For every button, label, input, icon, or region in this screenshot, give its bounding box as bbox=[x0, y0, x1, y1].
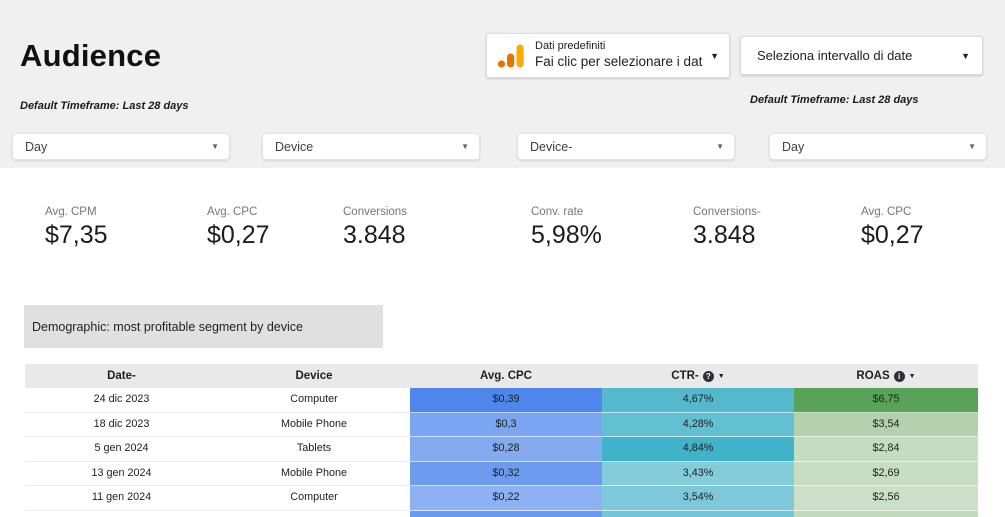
scorecard-conversions-1: Conversions 3.848 bbox=[343, 206, 407, 250]
filter-label: Device- bbox=[530, 139, 573, 154]
cell-roas: $2,56 bbox=[794, 486, 978, 511]
table-header-date: Date- bbox=[25, 364, 218, 388]
table-header-device: Device bbox=[218, 364, 410, 388]
cell-roas bbox=[794, 510, 978, 517]
google-analytics-icon bbox=[497, 44, 524, 68]
table-header-roas[interactable]: ROAS i ▼ bbox=[794, 364, 978, 388]
scorecard-avg-cpm: Avg. CPM $7,35 bbox=[45, 206, 108, 250]
table-row: 24 dic 2023 Computer $0,39 4,67% $6,75 bbox=[25, 388, 978, 413]
cell-device: Mobile Phone bbox=[218, 413, 410, 437]
scorecard-label: Avg. CPC bbox=[861, 206, 912, 218]
chevron-down-icon: ▼ bbox=[716, 142, 724, 151]
scorecard-value: 3.848 bbox=[693, 221, 756, 249]
data-source-title: Dati predefiniti bbox=[535, 40, 606, 53]
scorecard-value: 5,98% bbox=[531, 221, 602, 249]
filter-label: Day bbox=[782, 139, 805, 154]
date-range-selector-button[interactable]: Seleziona intervallo di date ▼ bbox=[740, 36, 983, 75]
cell-device: Mobile Phone bbox=[218, 462, 410, 486]
table-header-row: Date- Device Avg. CPC CTR- ? ▼ ROAS i ▼ bbox=[25, 364, 978, 388]
cell-date: 24 dic 2023 bbox=[25, 388, 218, 413]
scorecard-label: Conv. rate bbox=[531, 206, 584, 218]
table-row: 11 gen 2024 Computer $0,22 3,54% $2,56 bbox=[25, 486, 978, 511]
scorecard-label: Avg. CPC bbox=[207, 206, 258, 218]
cell-device bbox=[218, 511, 410, 517]
scorecard-conv-rate: Conv. rate 5,98% bbox=[531, 206, 602, 250]
data-source-button-text: Dati predefiniti Fai clic per selezionar… bbox=[535, 40, 704, 71]
filter-dropdown-device-2[interactable]: Device- ▼ bbox=[517, 133, 735, 160]
scorecard-avg-cpc-1: Avg. CPC $0,27 bbox=[207, 206, 270, 250]
cell-avg-cpc: $0,39 bbox=[410, 388, 602, 413]
cell-roas: $6,75 bbox=[794, 388, 978, 413]
table-row: 18 dic 2023 Mobile Phone $0,3 4,28% $3,5… bbox=[25, 412, 978, 437]
page-title: Audience bbox=[20, 38, 162, 73]
default-timeframe-note: Default Timeframe: Last 28 days bbox=[20, 100, 189, 112]
dashboard-topbar: Audience Default Timeframe: Last 28 days… bbox=[0, 0, 1005, 168]
cell-roas: $3,54 bbox=[794, 412, 978, 437]
table-row bbox=[25, 510, 978, 517]
column-label: Avg. CPC bbox=[480, 370, 532, 382]
cell-avg-cpc bbox=[410, 510, 602, 517]
chevron-down-icon: ▼ bbox=[710, 50, 719, 61]
chevron-down-icon: ▼ bbox=[968, 142, 976, 151]
cell-roas: $2,84 bbox=[794, 437, 978, 462]
data-source-selector-button[interactable]: Dati predefiniti Fai clic per selezionar… bbox=[486, 33, 730, 78]
column-label: ROAS bbox=[856, 370, 890, 382]
cell-device: Computer bbox=[218, 486, 410, 511]
chevron-down-icon: ▼ bbox=[211, 142, 219, 151]
cell-date: 5 gen 2024 bbox=[25, 437, 218, 462]
filter-dropdown-device-1[interactable]: Device ▼ bbox=[262, 133, 480, 160]
chevron-down-icon: ▼ bbox=[961, 50, 970, 61]
scorecard-value: 3.848 bbox=[343, 221, 406, 249]
cell-avg-cpc: $0,22 bbox=[410, 486, 602, 511]
scorecard-value: $0,27 bbox=[861, 221, 924, 249]
data-source-subtitle: Fai clic per selezionare i dat bbox=[535, 53, 703, 69]
table-row: 13 gen 2024 Mobile Phone $0,32 3,43% $2,… bbox=[25, 461, 978, 486]
filter-dropdown-day-1[interactable]: Day ▼ bbox=[12, 133, 230, 160]
section-title-demographic: Demographic: most profitable segment by … bbox=[24, 305, 383, 348]
sort-caret-icon: ▼ bbox=[717, 372, 725, 380]
cell-date bbox=[25, 511, 218, 517]
column-label: Date- bbox=[107, 370, 136, 382]
scorecard-conversions-2: Conversions- 3.848 bbox=[693, 206, 761, 250]
table-header-ctr[interactable]: CTR- ? ▼ bbox=[602, 364, 794, 388]
filter-label: Day bbox=[25, 139, 48, 154]
cell-roas: $2,69 bbox=[794, 461, 978, 486]
scorecard-label: Avg. CPM bbox=[45, 206, 97, 218]
cell-date: 11 gen 2024 bbox=[25, 486, 218, 511]
cell-avg-cpc: $0,28 bbox=[410, 437, 602, 462]
cell-date: 13 gen 2024 bbox=[25, 462, 218, 486]
cell-avg-cpc: $0,3 bbox=[410, 412, 602, 437]
filter-dropdown-day-2[interactable]: Day ▼ bbox=[769, 133, 987, 160]
table-body: 24 dic 2023 Computer $0,39 4,67% $6,75 1… bbox=[25, 388, 978, 517]
chevron-down-icon: ▼ bbox=[461, 142, 469, 151]
cell-ctr: 3,43% bbox=[602, 461, 794, 486]
table-header-avg-cpc: Avg. CPC bbox=[410, 364, 602, 388]
date-range-timeframe-note: Default Timeframe: Last 28 days bbox=[750, 94, 919, 106]
scorecard-value: $0,27 bbox=[207, 221, 270, 249]
scorecard-label: Conversions- bbox=[693, 206, 761, 218]
info-icon: i bbox=[893, 370, 905, 382]
scorecard-value: $7,35 bbox=[45, 221, 108, 249]
cell-ctr bbox=[602, 510, 794, 517]
sort-caret-icon: ▼ bbox=[908, 372, 916, 380]
cell-ctr: 4,67% bbox=[602, 388, 794, 413]
cell-ctr: 4,28% bbox=[602, 412, 794, 437]
cell-date: 18 dic 2023 bbox=[25, 413, 218, 437]
cell-device: Tablets bbox=[218, 437, 410, 462]
table-row: 5 gen 2024 Tablets $0,28 4,84% $2,84 bbox=[25, 437, 978, 462]
scorecard-avg-cpc-2: Avg. CPC $0,27 bbox=[861, 206, 924, 250]
cell-avg-cpc: $0,32 bbox=[410, 461, 602, 486]
demographic-table: Date- Device Avg. CPC CTR- ? ▼ ROAS i ▼ … bbox=[25, 364, 978, 517]
cell-device: Computer bbox=[218, 388, 410, 413]
column-label: Device bbox=[295, 370, 333, 382]
help-icon: ? bbox=[702, 370, 714, 382]
cell-ctr: 3,54% bbox=[602, 486, 794, 511]
scorecard-label: Conversions bbox=[343, 206, 407, 218]
column-label: CTR- bbox=[671, 370, 699, 382]
filter-label: Device bbox=[275, 139, 314, 154]
cell-ctr: 4,84% bbox=[602, 437, 794, 462]
date-range-label: Seleziona intervallo di date bbox=[757, 48, 913, 63]
